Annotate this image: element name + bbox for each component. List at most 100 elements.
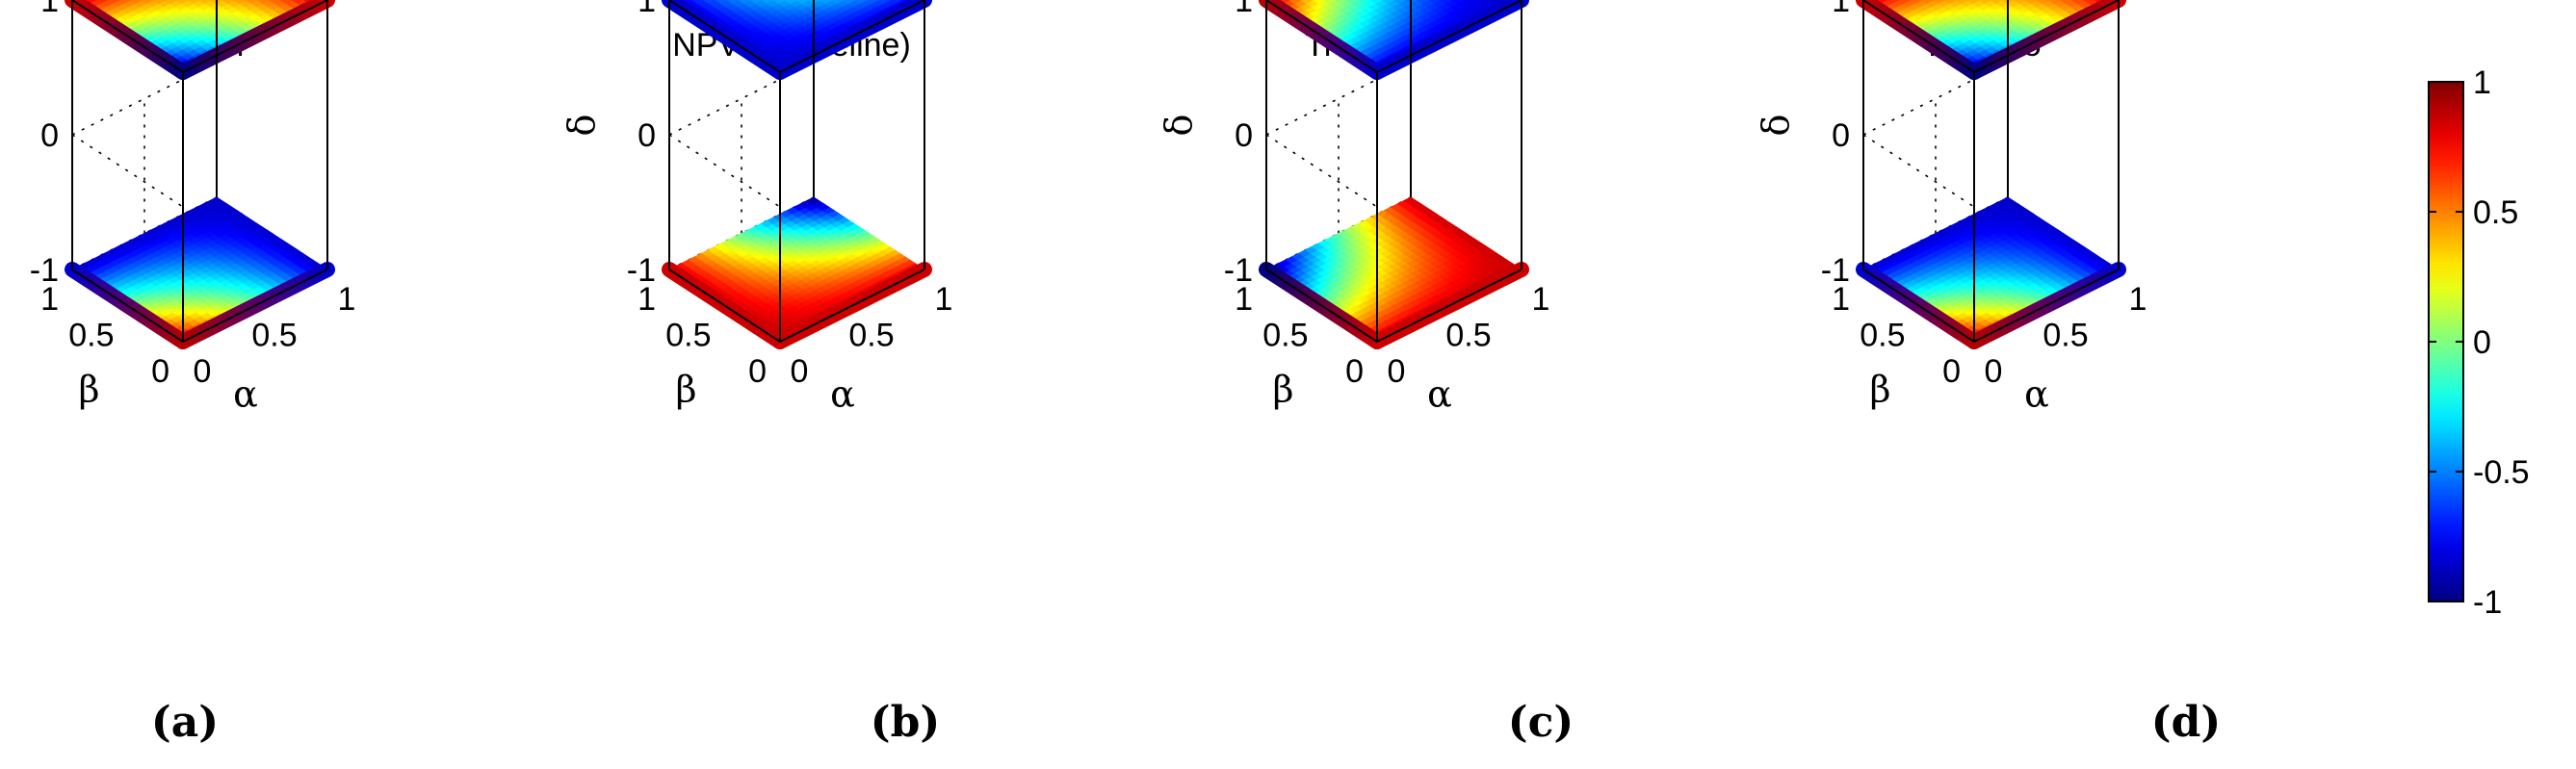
x-tick-label: 0.5: [2043, 318, 2088, 354]
x-axis-label: α: [233, 373, 258, 416]
panel-letter: (b): [871, 698, 940, 747]
surface-cell: [784, 0, 798, 4]
surface-cell: [1335, 0, 1349, 4]
cube-edge: [668, 0, 781, 73]
y-tick-label: 1: [1832, 281, 1850, 318]
surface-cell: [749, 0, 764, 4]
cube-edge: [779, 269, 925, 343]
surface-cell: [2070, 0, 2085, 4]
surface-cell: [691, 0, 706, 4]
panel-letter: (a): [151, 698, 219, 747]
surface-cell: [726, 0, 741, 4]
surface-cell: [1897, 0, 1912, 4]
x-axis-label: α: [830, 373, 855, 416]
y-tick-label: 0: [151, 353, 169, 390]
cube-edge: [182, 269, 328, 343]
surface-cell: [876, 0, 891, 4]
surface-cell: [1450, 0, 1465, 4]
surface-cell: [117, 0, 132, 4]
cube-grid-line: [1862, 134, 1975, 208]
cube-edge: [1862, 0, 1975, 73]
surface-cell: [2036, 0, 2050, 4]
colorbar-tick-label: 0.5: [2473, 194, 2518, 231]
panel-letter: (c): [1508, 698, 1574, 747]
cube-grid-line: [668, 134, 781, 208]
surface-cell: [1439, 0, 1453, 4]
z-tick-label: -1: [1224, 252, 1253, 289]
cube-grid-line: [71, 134, 184, 208]
z-tick-label: -1: [627, 252, 656, 289]
surface-cell: [853, 0, 868, 4]
surface-cell: [1920, 0, 1935, 4]
y-axis-label: β: [676, 369, 697, 411]
cube-edge: [1376, 0, 1522, 73]
y-tick-label: 0: [1942, 353, 1961, 390]
z-tick-label: 0: [1235, 117, 1253, 154]
surface-delta-pos: [1856, 0, 2126, 80]
cube-edge: [668, 269, 781, 343]
x-tick-label: 0: [194, 353, 212, 390]
colorbar-tick-label: 1: [2473, 64, 2491, 101]
surface-cell: [1427, 0, 1442, 4]
surface-cell: [268, 0, 282, 4]
x-tick-label: 0: [791, 353, 809, 390]
surface-cell: [761, 0, 775, 4]
surface-cell: [1909, 0, 1923, 4]
surface-cell: [1943, 0, 1958, 4]
surface-cell: [1990, 0, 2004, 4]
surface-cell: [738, 0, 752, 4]
y-tick-label: 1: [40, 281, 59, 318]
surface-cell: [819, 0, 833, 4]
y-tick-label: 0: [1345, 353, 1364, 390]
x-tick-label: 1: [1532, 281, 1550, 318]
cube-edge: [1376, 269, 1522, 343]
surface-cell: [1288, 0, 1303, 4]
surface-cell: [1381, 0, 1395, 4]
surface-cell: [2013, 0, 2027, 4]
z-tick-label: 1: [637, 0, 656, 19]
z-tick-label: -1: [30, 252, 59, 289]
x-tick-label: 0: [1388, 353, 1406, 390]
surface-cell: [221, 0, 236, 4]
z-tick-label: 1: [1832, 0, 1850, 19]
z-tick-label: -1: [1821, 252, 1850, 289]
surface-cell: [830, 0, 845, 4]
colorbar-tick-label: 0: [2473, 324, 2491, 361]
surface-cell: [842, 0, 856, 4]
z-tick-label: 0: [1832, 117, 1850, 154]
cube-edge: [779, 0, 925, 73]
cube-edge: [1973, 0, 2120, 73]
surface-cell: [279, 0, 294, 4]
surface-cell: [772, 0, 787, 4]
surface-cell: [1392, 0, 1407, 4]
cube-edge: [1265, 269, 1378, 343]
z-tick-label: 1: [1235, 0, 1253, 19]
surface-cell: [2059, 0, 2073, 4]
surface-cell: [291, 0, 305, 4]
y-tick-label: 1: [1235, 281, 1253, 318]
x-tick-label: 0: [1985, 353, 2003, 390]
surface-cell: [1473, 0, 1488, 4]
y-axis-label: β: [1273, 369, 1294, 411]
z-axis-label: δ: [1755, 115, 1797, 137]
surface-cell: [1485, 0, 1499, 4]
surface-delta-pos: [65, 0, 335, 80]
y-tick-label: 0: [748, 353, 767, 390]
z-axis-label: δ: [0, 115, 6, 137]
surface-cell: [106, 0, 120, 4]
surface-cell: [1346, 0, 1361, 4]
colorbar-tick-label: -1: [2473, 584, 2502, 621]
surface-delta-neg: [65, 196, 335, 349]
surface-cell: [233, 0, 247, 4]
cube-edge: [182, 0, 328, 73]
surface-cell: [1966, 0, 1981, 4]
surface-cell: [2082, 0, 2096, 4]
x-tick-label: 1: [2129, 281, 2147, 318]
surface-cell: [141, 0, 155, 4]
